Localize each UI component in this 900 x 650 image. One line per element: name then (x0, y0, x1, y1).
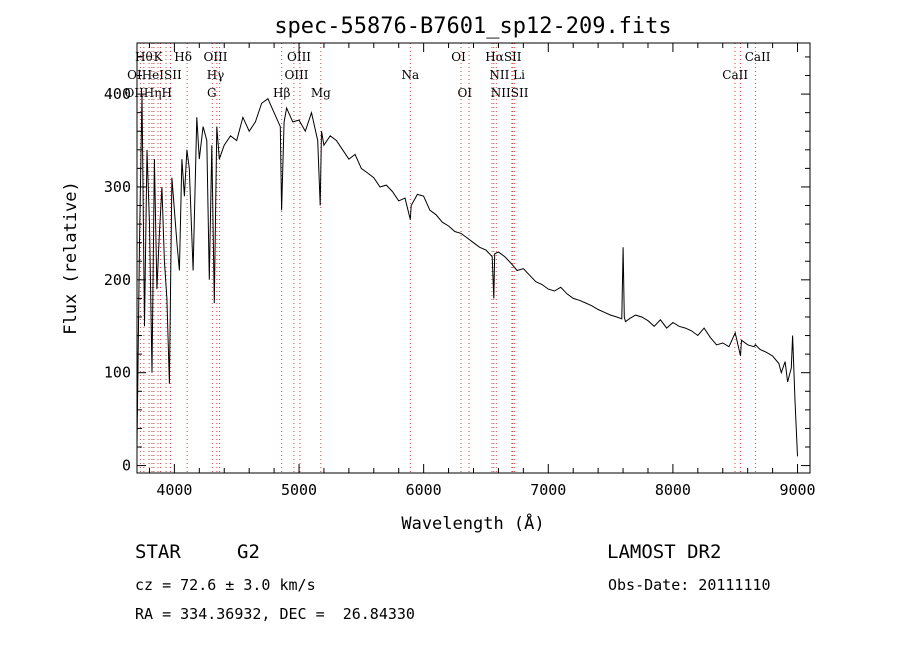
series-layer (136, 94, 798, 457)
line-label: G (207, 86, 217, 100)
line-label: Hθ (135, 50, 153, 64)
observation-date: Obs-Date: 20111110 (608, 576, 771, 594)
spectrum-chart: spec-55876-B7601_sp12-209.fits Hθ K Hδ OIII… (61, 14, 816, 534)
redshift-value: cz = 72.6 ± 3.0 km/s (135, 576, 316, 594)
x-tick-label: 4000 (156, 481, 192, 499)
x-tick-label: 9000 (779, 481, 815, 499)
line-label: Hγ (207, 68, 225, 82)
emission-lines-layer (139, 43, 756, 473)
line-label: NII Li (489, 68, 525, 82)
line-label: OIHeISII (127, 68, 182, 82)
line-label: CaII (722, 68, 748, 82)
line-label: K (154, 50, 164, 64)
line-label: Na (401, 68, 419, 82)
plot-frame (136, 42, 811, 474)
line-label: Hβ (273, 86, 290, 100)
y-tick-label: 200 (104, 271, 131, 289)
x-axis-label: Wavelength (Å) (401, 512, 544, 534)
survey-name: LAMOST DR2 (607, 541, 722, 563)
y-tick-label: 300 (104, 178, 131, 196)
line-label: OIII (203, 50, 227, 64)
line-label: OI (451, 50, 466, 64)
x-tick-label: 5000 (281, 481, 317, 499)
line-label: OIIHηH (124, 86, 171, 100)
line-label: OI (457, 86, 472, 100)
y-tick-label: 0 (122, 457, 131, 475)
line-label: OIII (284, 68, 308, 82)
x-tick-label: 7000 (530, 481, 566, 499)
line-label: HαSII (485, 50, 522, 64)
line-label: NIISII (491, 86, 529, 100)
y-axis: 0 100 200 300 400 (104, 56, 810, 475)
x-tick-label: 8000 (655, 481, 691, 499)
x-tick-label: 6000 (406, 481, 442, 499)
chart-title: spec-55876-B7601_sp12-209.fits (274, 14, 671, 39)
y-tick-label: 100 (104, 364, 131, 382)
line-label: Hδ (174, 50, 192, 64)
object-type: STAR (135, 541, 181, 563)
emission-line-labels: Hθ K Hδ OIII OIII OI HαSII CaII OIHeISII Hγ OIII Na… (124, 50, 770, 100)
spectrum-line (136, 94, 798, 457)
line-label: Mg (311, 86, 331, 100)
coordinates: RA = 334.36932, DEC = 26.84330 (135, 605, 415, 623)
line-label: CaII (745, 50, 771, 64)
line-label: OIII (287, 50, 311, 64)
x-axis: 4000 5000 6000 7000 8000 9000 (148, 43, 816, 499)
y-tick-label: 400 (104, 85, 131, 103)
spectral-subclass: G2 (237, 541, 260, 563)
y-axis-label: Flux (relative) (61, 181, 81, 335)
